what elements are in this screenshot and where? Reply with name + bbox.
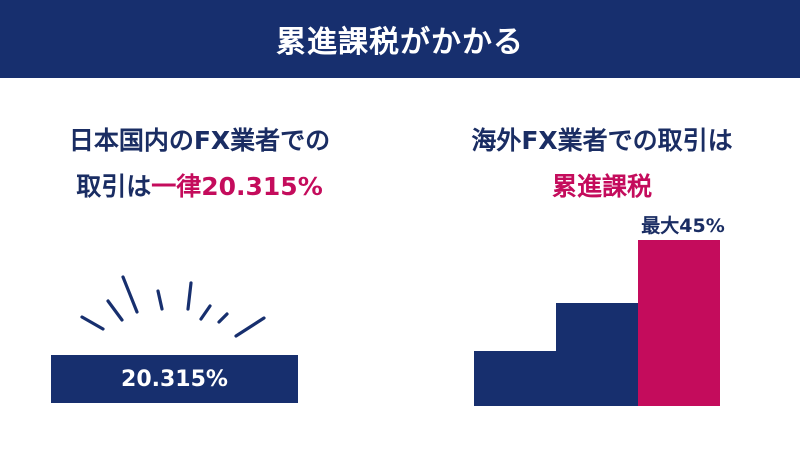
flat-rate-bar-label: 20.315%	[121, 366, 228, 392]
progressive-tax-text: 累進課税	[551, 172, 652, 201]
flat-rate-text: 一律20.315%	[151, 172, 323, 201]
progressive-bar-low	[474, 351, 556, 406]
emphasis-burst-icon	[80, 275, 266, 338]
domestic-heading: 日本国内のFX業者での 取引は一律20.315%	[12, 118, 387, 210]
domestic-heading-line2: 取引は一律20.315%	[12, 164, 387, 210]
header-banner: 累進課税がかかる	[0, 0, 800, 78]
page-title: 累進課税がかかる	[276, 25, 524, 60]
burst-line	[106, 299, 124, 322]
burst-line	[156, 289, 164, 311]
burst-line	[217, 312, 229, 324]
max-rate-label: 最大45%	[641, 215, 725, 237]
domestic-heading-prefix: 取引は	[76, 172, 152, 201]
burst-line	[234, 316, 266, 338]
overseas-heading-line1: 海外FX業者での取引は	[471, 126, 733, 155]
burst-line	[80, 315, 105, 331]
progressive-bars	[474, 240, 724, 406]
burst-line	[186, 281, 193, 311]
burst-line	[199, 304, 212, 321]
progressive-bar-max	[638, 240, 720, 406]
overseas-heading: 海外FX業者での取引は 累進課税	[412, 118, 792, 210]
progressive-bar-mid	[556, 303, 638, 406]
flat-rate-bar: 20.315%	[51, 355, 298, 403]
domestic-heading-line1: 日本国内のFX業者での	[68, 126, 331, 155]
burst-line	[121, 275, 139, 314]
